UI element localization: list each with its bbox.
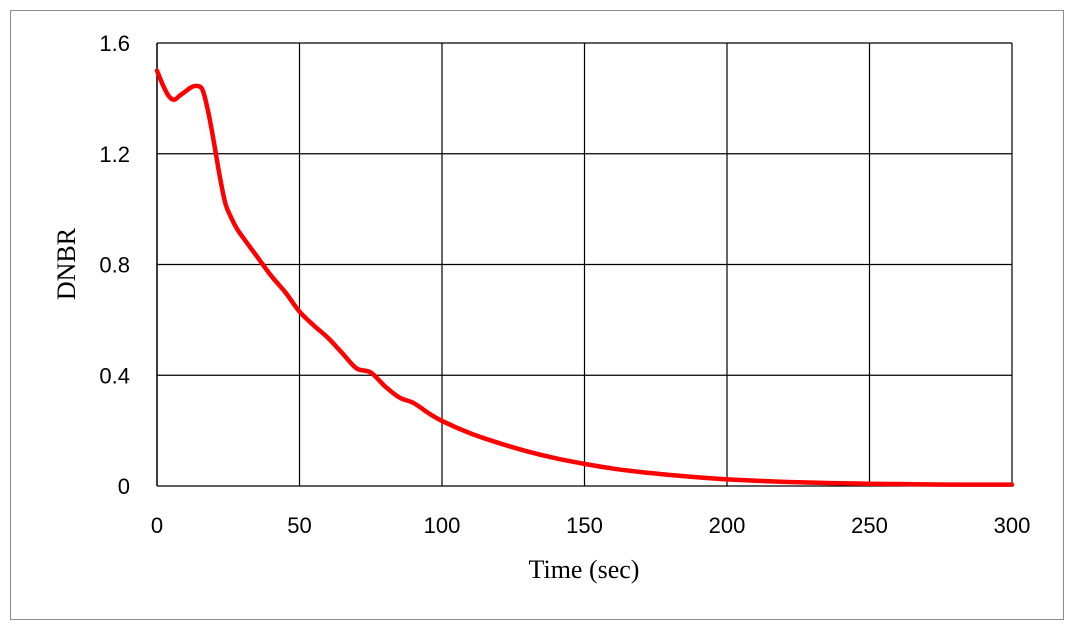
grid [156, 42, 1013, 487]
y-tick-label: 1.6 [99, 31, 130, 56]
dnbr-series-line [154, 68, 1015, 487]
x-tick-label: 200 [709, 513, 746, 538]
y-tick-label: 1.2 [99, 142, 130, 167]
x-tick-label: 250 [851, 513, 888, 538]
x-tick-label: 300 [994, 513, 1031, 538]
y-tick-label: 0.8 [99, 253, 130, 278]
x-tick-label: 0 [151, 513, 163, 538]
x-tick-labels: 0 50 100 150 200 250 300 [151, 513, 1030, 538]
x-tick-label: 50 [287, 513, 311, 538]
x-tick-label: 150 [566, 513, 603, 538]
y-tick-label: 0 [118, 474, 130, 499]
x-tick-label: 100 [424, 513, 461, 538]
series-layer [154, 68, 1015, 487]
y-tick-label: 0.4 [99, 363, 130, 388]
y-tick-labels: 0 0.4 0.8 1.2 1.6 [99, 31, 130, 499]
y-axis-title: DNBR [52, 227, 81, 300]
x-axis-title: Time (sec) [529, 555, 640, 584]
